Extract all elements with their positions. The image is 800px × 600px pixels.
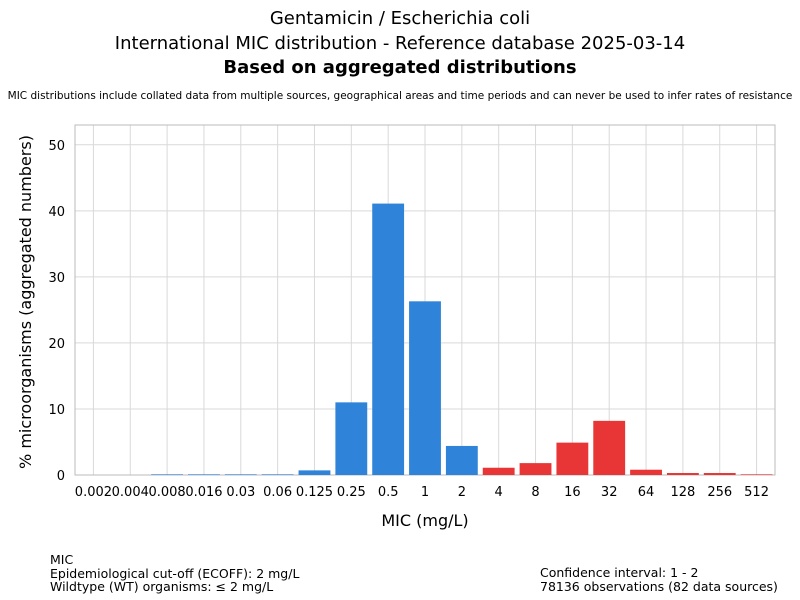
y-tick-label: 30	[48, 271, 65, 286]
footer-left: MIC Epidemiological cut-off (ECOFF): 2 m…	[50, 553, 299, 594]
bar-wildtype	[409, 301, 441, 475]
x-tick-label: 0.5	[378, 485, 399, 500]
bar-non_wildtype	[593, 420, 626, 475]
y-tick-label: 0	[57, 469, 65, 484]
x-axis-label: MIC (mg/L)	[381, 511, 468, 530]
x-tick-label: 64	[638, 485, 655, 500]
footer-left-line-2: Epidemiological cut-off (ECOFF): 2 mg/L	[50, 565, 300, 581]
bar-wildtype	[151, 474, 184, 475]
x-tick-label: 0.25	[337, 485, 366, 500]
footer-right: Confidence interval: 1 - 2 78136 observa…	[540, 566, 778, 593]
bar-wildtype	[335, 402, 368, 475]
bar-non_wildtype	[556, 442, 589, 475]
x-tick-label: 0.125	[296, 485, 333, 500]
x-tick-label: 0.002	[75, 485, 112, 500]
x-tick-label: 0.004	[112, 485, 149, 500]
y-tick-label: 20	[48, 337, 65, 352]
bar-wildtype	[261, 474, 294, 475]
x-tick-label: 4	[495, 485, 503, 500]
bar-wildtype	[224, 474, 257, 475]
bar-non_wildtype	[740, 474, 773, 475]
bar-non_wildtype	[666, 473, 699, 475]
x-tick-label: 0.016	[185, 485, 222, 500]
x-tick-label: 256	[707, 485, 732, 500]
x-tick-label: 512	[744, 485, 769, 500]
x-tick-label: 128	[670, 485, 695, 500]
bar-wildtype	[372, 203, 405, 475]
y-tick-label: 40	[48, 205, 65, 220]
chart-subtitle: MIC distributions include collated data …	[7, 90, 793, 102]
bar-wildtype	[188, 474, 220, 475]
x-tick-label: 2	[458, 485, 466, 500]
x-tick-label: 1	[421, 485, 429, 500]
bar-wildtype	[445, 445, 478, 475]
footer-left-line-1: MIC	[50, 552, 74, 567]
footer-right-line-2: 78136 observations (82 data sources)	[540, 578, 778, 594]
y-axis-label: % microorganisms (aggregated numbers)	[16, 135, 35, 469]
bar-non_wildtype	[703, 473, 736, 475]
x-tick-label: 32	[601, 485, 618, 500]
bar-non_wildtype	[630, 469, 662, 475]
bar-non_wildtype	[519, 463, 552, 475]
x-tick-label: 16	[564, 485, 581, 500]
x-tick-label: 0.03	[226, 485, 255, 500]
x-tick-label: 0.06	[263, 485, 292, 500]
footer-right-line-1: Confidence interval: 1 - 2	[540, 565, 699, 580]
footer-left-line-3: Wildtype (WT) organisms: ≤ 2 mg/L	[50, 579, 274, 594]
chart-title-line2: International MIC distribution - Referen…	[114, 33, 686, 54]
bar-non_wildtype	[482, 467, 515, 475]
y-tick-label: 10	[48, 403, 65, 418]
x-tick-label: 8	[531, 485, 539, 500]
x-tick-label: 0.008	[148, 485, 185, 500]
chart-title-line3: Based on aggregated distributions	[223, 57, 577, 78]
bar-wildtype	[298, 470, 331, 475]
y-tick-label: 50	[48, 139, 65, 154]
chart-title-line1: Gentamicin / Escherichia coli	[269, 8, 531, 29]
